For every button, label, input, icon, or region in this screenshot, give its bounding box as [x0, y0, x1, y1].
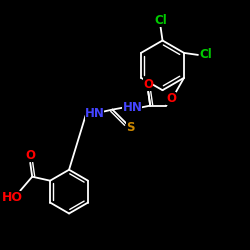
Text: O: O	[25, 149, 35, 162]
Text: O: O	[143, 78, 153, 91]
Text: HN: HN	[84, 107, 104, 120]
Text: Cl: Cl	[200, 48, 212, 62]
Text: S: S	[126, 121, 134, 134]
Text: HN: HN	[122, 101, 142, 114]
Text: O: O	[166, 92, 176, 105]
Text: Cl: Cl	[154, 14, 167, 27]
Text: HO: HO	[2, 191, 23, 204]
